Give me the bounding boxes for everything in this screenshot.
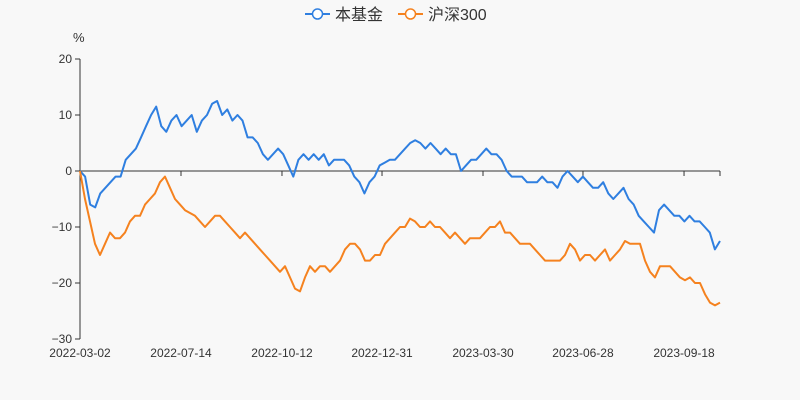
legend-circle-icon	[311, 8, 324, 20]
y-tick-label: 0	[65, 164, 72, 178]
x-tick-label: 2023-09-18	[653, 346, 715, 360]
series-line-fund	[79, 100, 721, 251]
y-tick-label: 20	[59, 52, 73, 66]
x-tick-label: 2022-10-12	[251, 346, 313, 360]
legend-item[interactable]: 沪深300	[398, 6, 487, 24]
x-tick-label: 2023-03-30	[452, 346, 514, 360]
y-unit-label: %	[73, 30, 85, 45]
legend-circle-icon	[404, 8, 417, 20]
legend-label: 沪深300	[428, 6, 487, 24]
legend: 本基金 沪深300	[305, 6, 487, 24]
y-tick-label: −30	[52, 332, 73, 346]
series-line-csi300	[79, 170, 721, 307]
x-tick-label: 2022-07-14	[150, 346, 212, 360]
legend-label: 本基金	[335, 6, 383, 24]
x-tick-label: 2023-06-28	[552, 346, 614, 360]
x-tick-label: 2022-12-31	[351, 346, 413, 360]
y-tick-label: −10	[52, 220, 73, 234]
y-tick-label: −20	[52, 276, 73, 290]
legend-item[interactable]: 本基金	[305, 6, 383, 24]
x-tick-label: 2022-03-02	[49, 346, 111, 360]
y-tick-label: 10	[59, 108, 73, 122]
